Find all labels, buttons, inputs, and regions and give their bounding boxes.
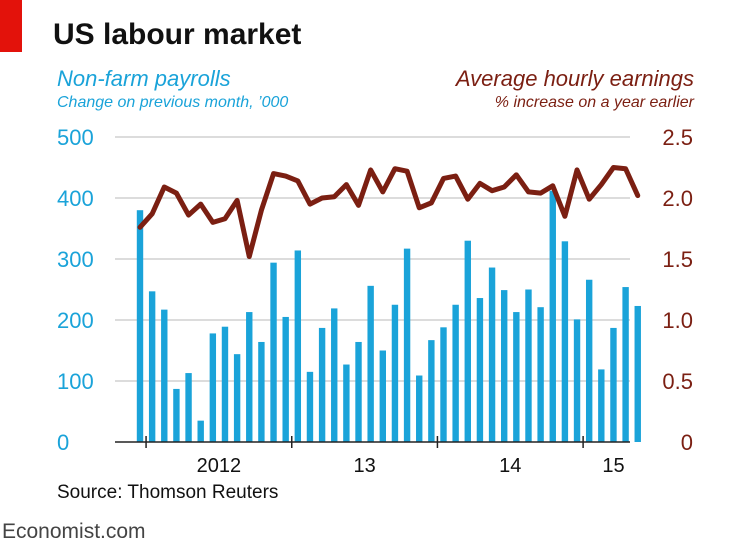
- left-tick-label: 100: [57, 369, 94, 394]
- payroll-bar: [537, 307, 544, 442]
- payroll-bar: [282, 316, 289, 442]
- payroll-bar: [452, 304, 459, 442]
- chart-title: US labour market: [53, 18, 302, 51]
- payroll-bar: [464, 240, 471, 442]
- payroll-bar: [331, 308, 338, 442]
- payroll-bar: [161, 309, 168, 442]
- payroll-bar: [209, 333, 217, 442]
- right-tick-label: 1.5: [662, 247, 693, 272]
- x-tick-label: 14: [499, 455, 521, 477]
- payroll-bar: [173, 388, 180, 442]
- payroll-bar: [294, 250, 302, 442]
- payroll-bar: [622, 287, 629, 442]
- left-tick-label: 300: [57, 247, 94, 272]
- payroll-bar: [610, 327, 617, 442]
- left-tick-label: 0: [57, 430, 69, 455]
- payroll-bar: [355, 341, 362, 442]
- payroll-bar: [561, 241, 569, 442]
- payroll-bar: [476, 298, 484, 442]
- x-tick-label: 15: [602, 455, 624, 477]
- right-tick-label: 0.5: [662, 369, 693, 394]
- payroll-bar: [573, 319, 581, 442]
- left-tick-label: 400: [57, 186, 94, 211]
- payroll-bar: [343, 364, 350, 442]
- payroll-bar: [221, 326, 229, 442]
- payroll-bar: [270, 262, 277, 442]
- payroll-bar: [634, 305, 641, 442]
- payroll-bar: [318, 327, 326, 442]
- payroll-bar: [197, 420, 204, 442]
- payroll-bar: [513, 312, 520, 442]
- payroll-bar: [258, 341, 265, 442]
- payroll-bar: [598, 369, 605, 442]
- payroll-bar: [440, 327, 447, 442]
- x-tick-label: 2012: [197, 455, 242, 477]
- right-tick-label: 2.0: [662, 186, 693, 211]
- right-axis-title: Average hourly earnings: [455, 66, 694, 91]
- payroll-bar: [525, 289, 532, 442]
- payroll-bar: [391, 304, 399, 442]
- left-axis-title: Non-farm payrolls: [57, 66, 231, 91]
- payroll-bar: [403, 248, 411, 442]
- payroll-bar: [148, 291, 156, 442]
- right-tick-label: 0: [681, 430, 693, 455]
- payroll-bar: [488, 267, 496, 442]
- economist-red-tag: [0, 0, 22, 52]
- payroll-bar: [549, 190, 556, 442]
- payroll-bar: [185, 373, 192, 442]
- x-tick-label: 13: [353, 455, 375, 477]
- right-tick-label: 2.5: [662, 125, 693, 150]
- payroll-bar: [585, 279, 593, 442]
- brand-logo: Economist.com: [2, 520, 146, 543]
- payroll-bar: [306, 371, 314, 442]
- payroll-bar: [416, 375, 423, 442]
- payroll-bar: [246, 312, 253, 442]
- left-tick-label: 500: [57, 125, 94, 150]
- payroll-bar: [233, 354, 241, 442]
- right-axis-subtitle: % increase on a year earlier: [494, 94, 694, 111]
- payroll-bar: [367, 285, 374, 442]
- payroll-bar: [428, 340, 435, 442]
- payroll-bar: [379, 350, 386, 442]
- source-note: Source: Thomson Reuters: [57, 482, 279, 503]
- payroll-bar: [501, 290, 508, 442]
- right-tick-label: 1.0: [662, 308, 693, 333]
- payroll-bar: [136, 210, 144, 442]
- left-axis-subtitle: Change on previous month, ’000: [57, 94, 289, 111]
- earnings-line: [137, 165, 641, 260]
- left-tick-label: 200: [57, 308, 94, 333]
